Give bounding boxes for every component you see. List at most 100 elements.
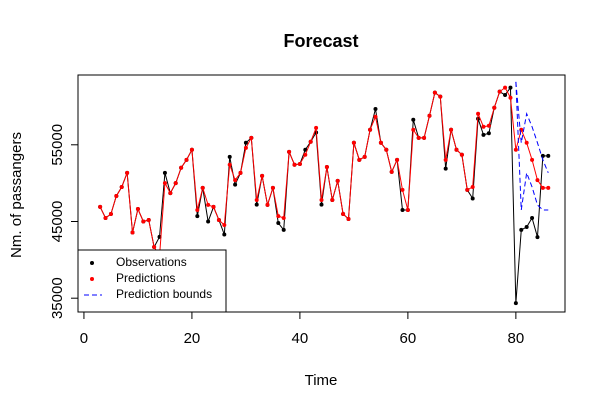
data-point [508, 95, 513, 100]
data-point [324, 165, 329, 170]
series-line [99, 86, 549, 258]
data-point [168, 191, 173, 196]
data-point [346, 216, 351, 221]
data-point [373, 107, 378, 112]
data-point [227, 162, 232, 167]
data-point [227, 154, 232, 159]
data-point [481, 132, 486, 137]
data-point [265, 202, 270, 207]
data-point [125, 170, 130, 175]
data-point [222, 232, 227, 237]
data-point [200, 185, 205, 190]
data-point [395, 157, 400, 162]
data-point [108, 211, 113, 216]
data-point [486, 131, 491, 136]
data-point [486, 123, 491, 128]
data-point [378, 140, 383, 145]
data-point [389, 169, 394, 174]
data-point [546, 185, 551, 190]
data-point [492, 105, 497, 110]
data-point [416, 135, 421, 140]
data-point [530, 157, 535, 162]
data-point [314, 125, 319, 130]
data-point [438, 94, 443, 99]
data-point [330, 198, 335, 203]
data-point [535, 235, 540, 240]
data-point [357, 157, 362, 162]
data-point [130, 230, 135, 235]
data-point [503, 85, 508, 90]
data-point [400, 207, 405, 212]
legend: Observations Predictions Prediction bounds [77, 249, 227, 313]
data-point [519, 227, 524, 232]
x-tick-label: 20 [184, 330, 201, 347]
data-point [211, 204, 216, 209]
data-point [459, 152, 464, 157]
data-point [368, 127, 373, 132]
data-point [465, 187, 470, 192]
data-point [206, 219, 211, 224]
data-point [476, 111, 481, 116]
data-point [530, 215, 535, 220]
data-point [319, 198, 324, 203]
data-point [481, 124, 486, 129]
data-point [303, 152, 308, 157]
data-point [135, 206, 140, 211]
data-point [146, 217, 151, 222]
legend-label: Predictions [116, 271, 175, 285]
x-axis-label: Time [305, 372, 338, 389]
data-point [254, 198, 259, 203]
data-point [281, 227, 286, 232]
legend-label: Observations [116, 255, 187, 269]
data-point [141, 219, 146, 224]
data-point [411, 127, 416, 132]
data-point [162, 181, 167, 186]
data-point [281, 215, 286, 220]
data-point [454, 147, 459, 152]
legend-marker [90, 277, 94, 281]
legend-label: Prediction bounds [116, 287, 212, 301]
data-point [422, 135, 427, 140]
legend-marker [90, 261, 94, 265]
data-point [270, 185, 275, 190]
y-axis-label: Nm. of passangers [8, 132, 25, 258]
data-point [292, 162, 297, 167]
x-tick-label: 40 [292, 330, 309, 347]
data-point [195, 214, 200, 219]
data-point [513, 147, 518, 152]
data-point [98, 204, 103, 209]
y-tick-label: 35000 [49, 277, 66, 319]
y-tick-label: 55000 [49, 124, 66, 166]
data-point [249, 135, 254, 140]
data-point [427, 113, 432, 118]
data-point [173, 181, 178, 186]
data-point [254, 202, 259, 207]
series-line [515, 81, 549, 211]
data-point [222, 223, 227, 228]
series-line [515, 81, 549, 174]
data-point [206, 202, 211, 207]
data-point [411, 117, 416, 122]
data-point [233, 182, 238, 187]
data-point [449, 127, 454, 132]
data-point [341, 211, 346, 216]
data-point [243, 145, 248, 150]
data-point [540, 185, 545, 190]
data-point [103, 215, 108, 220]
data-point [470, 196, 475, 201]
plot-area [98, 81, 551, 306]
data-point [443, 166, 448, 171]
data-point [497, 89, 502, 94]
data-point [195, 207, 200, 212]
data-point [508, 85, 513, 90]
data-point [119, 184, 124, 189]
data-point [276, 221, 281, 226]
legend-box [77, 249, 227, 313]
data-point [287, 149, 292, 154]
data-point [233, 178, 238, 183]
data-point [503, 92, 508, 97]
data-point [535, 178, 540, 183]
data-point [308, 139, 313, 144]
data-point [524, 225, 529, 230]
